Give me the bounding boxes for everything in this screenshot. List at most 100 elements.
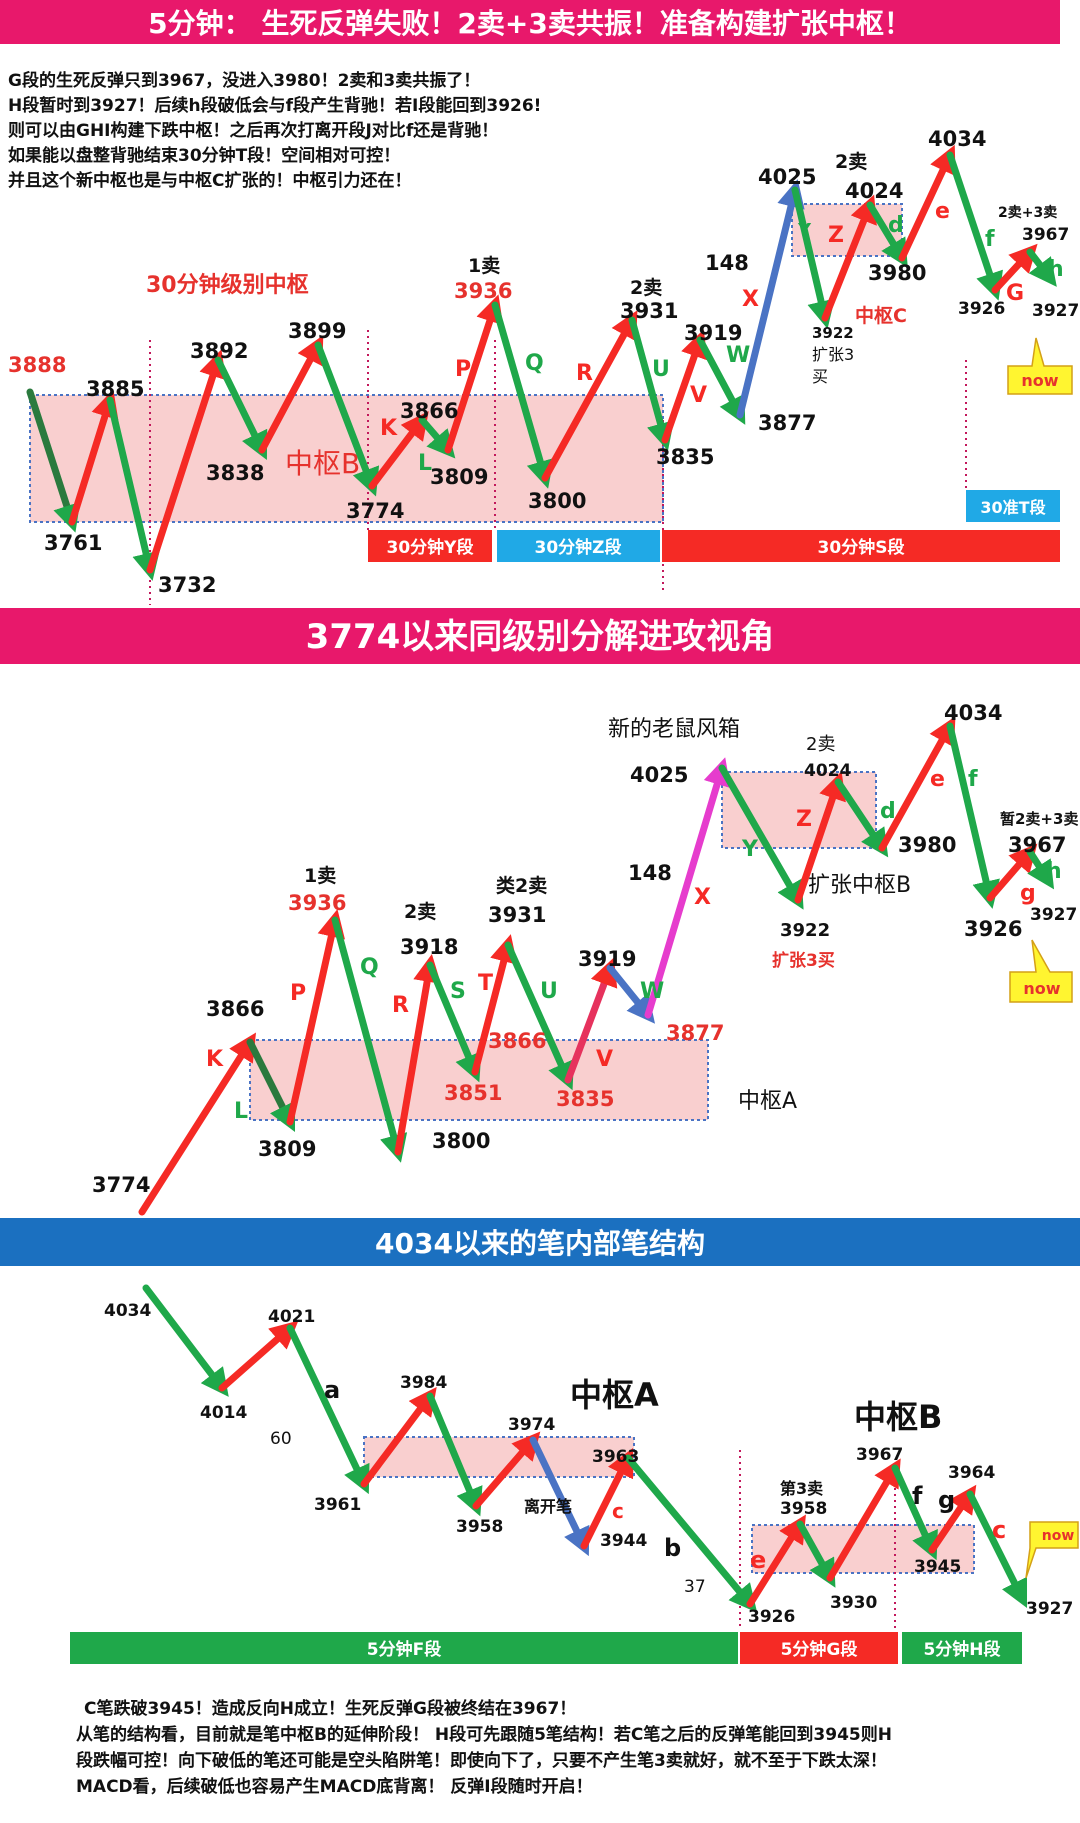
intro-line-4: 如果能以盘整背驰结束30分钟T段！空间相对可控！ — [8, 145, 400, 166]
p3-price-4034: 4034 — [104, 1301, 151, 1321]
p2-letter-e: e — [930, 767, 945, 792]
p3-price-3958b: 3958 — [780, 1499, 827, 1519]
p2-letter-Y: Y — [741, 837, 759, 862]
p1-now-text: now — [1021, 371, 1058, 390]
seg-X — [736, 179, 805, 419]
seg2-W — [606, 964, 656, 1024]
seg3-e — [746, 1514, 806, 1608]
seg-W — [696, 336, 746, 425]
p2-letter-h: h — [1046, 859, 1062, 884]
p2-price-3866b: 3866 — [488, 1029, 546, 1053]
seg2-Q — [331, 916, 408, 1163]
seg-V — [661, 329, 708, 444]
seg2-d — [834, 778, 889, 858]
seg3-3961-3984 — [360, 1387, 437, 1488]
p2-letter-P: P — [290, 981, 306, 1006]
p3-letter-e: e — [750, 1546, 766, 1574]
bottom-line-1: C笔跌破3945！造成反向H成立！生死反弹G段被终结在3967！ — [84, 1698, 576, 1719]
p1-price-4025: 4025 — [758, 165, 816, 189]
seg-Y — [791, 186, 835, 329]
seg2-K — [138, 1032, 257, 1216]
seg2-R — [394, 953, 441, 1156]
p3-price-3944: 3944 — [600, 1531, 647, 1551]
p1-price-148: 148 — [705, 251, 749, 275]
p3-price-3930: 3930 — [830, 1593, 877, 1613]
seg2-P — [286, 909, 346, 1126]
bottom-line-4: MACD看，后续破低也容易产生MACD底背离！ 反弹I段随时开启！ — [76, 1776, 593, 1797]
p3-letter-g: g — [938, 1486, 955, 1514]
seg-3888-3761 — [26, 388, 81, 533]
seg-3761-3885 — [68, 389, 119, 526]
p1-price-3892: 3892 — [190, 339, 248, 363]
p1-letter-G: G — [1006, 281, 1024, 306]
p2-letter-W: W — [640, 979, 664, 1004]
p1-price-3800: 3800 — [528, 489, 586, 513]
intro-notes: G段的生死反弹只到3967，没进入3980！2卖和3卖共振了！ H段暂时到392… — [8, 70, 541, 191]
p1-letter-Z: Z — [828, 223, 844, 248]
p1-price-3774: 3774 — [346, 499, 404, 523]
p1-zone-b-label: 中枢B — [285, 447, 360, 480]
p2-class2: 类2卖 — [496, 874, 547, 897]
p1-letter-V: V — [690, 383, 707, 408]
p2-price-3877: 3877 — [666, 1021, 724, 1045]
p2-letter-g: g — [1020, 881, 1036, 906]
intro-line-1: G段的生死反弹只到3967，没进入3980！2卖和3卖共振了！ — [8, 70, 480, 91]
seg3-b — [624, 1454, 758, 1613]
p2-letter-Q: Q — [360, 955, 379, 980]
p1-letter-R: R — [576, 361, 593, 386]
p3-price-3926: 3926 — [748, 1607, 795, 1627]
p2-letter-U: U — [540, 979, 558, 1004]
p3-letter-f: f — [912, 1482, 923, 1510]
seg2-g — [986, 843, 1038, 902]
p1-now-callout — [1007, 337, 1073, 395]
seg-G — [991, 243, 1038, 294]
p1-price-3866: 3866 — [400, 399, 458, 423]
p1-zone-c-label: 中枢C — [855, 304, 907, 327]
panel-2-strokes — [138, 716, 1055, 1216]
p3-price-3984: 3984 — [400, 1373, 447, 1393]
panel-1-letters: K L P Q R U V W X Y Z d e f G h — [380, 199, 1064, 476]
p2-sell1: 1卖 — [304, 865, 336, 887]
bar-s-label: 30分钟S段 — [818, 537, 905, 558]
bar-h — [902, 1632, 1022, 1664]
p1-letter-X: X — [742, 287, 759, 312]
bar-f-label: 5分钟F段 — [367, 1639, 441, 1660]
p2-price-3980: 3980 — [898, 833, 956, 857]
seg-R — [541, 310, 638, 482]
seg-Z — [821, 194, 877, 322]
p2-price-3800: 3800 — [432, 1129, 490, 1153]
p1-sell2: 2卖 — [630, 277, 662, 299]
p3-price-3964: 3964 — [948, 1463, 995, 1483]
seg2-L — [246, 1038, 296, 1133]
seg3-leave — [529, 1436, 590, 1557]
seg-U — [628, 316, 675, 451]
seg3-c — [580, 1447, 634, 1550]
middle-banner-title: 3774以来同级别分解进攻视角 — [306, 617, 775, 657]
p2-now-text: now — [1023, 979, 1060, 998]
p2-price-148: 148 — [628, 861, 672, 885]
p2-letter-Z: Z — [796, 807, 812, 832]
lower-banner-title: 4034以来的笔内部笔结构 — [375, 1227, 705, 1260]
seg3-f — [891, 1464, 938, 1561]
bar-g-label: 5分钟G段 — [781, 1639, 858, 1660]
bar-s — [662, 530, 1060, 562]
p2-expand3: 扩张3买 — [772, 950, 835, 971]
separators-1 — [149, 330, 967, 605]
p1-price-4034: 4034 — [928, 127, 986, 151]
p3-price-37: 37 — [684, 1577, 706, 1597]
lower-banner — [0, 1218, 1080, 1266]
p3-now-callout — [1025, 1521, 1079, 1579]
p1-price-3838: 3838 — [206, 461, 264, 485]
p2-price-3919: 3919 — [578, 947, 636, 971]
panel-3-prices: 4034 4014 4021 60 3961 3984 3958 3974 39… — [104, 1301, 1073, 1627]
seg2-f — [946, 722, 1000, 909]
bottom-line-2: 从笔的结构看，目前就是笔中枢B的延伸阶段！ H段可先跟随5笔结构！若C笔之后的反… — [76, 1724, 892, 1745]
seg-f — [946, 151, 1003, 301]
p1-letter-f: f — [985, 227, 995, 252]
p3-price-3927: 3927 — [1026, 1599, 1073, 1619]
panel-1-strokes — [26, 144, 1057, 581]
p2-zone-b: 扩张中枢B — [808, 873, 911, 898]
p1-price-4024: 4024 — [845, 179, 903, 203]
seg3-3958-3974 — [472, 1431, 541, 1510]
p2-letter-K: K — [206, 1047, 224, 1072]
